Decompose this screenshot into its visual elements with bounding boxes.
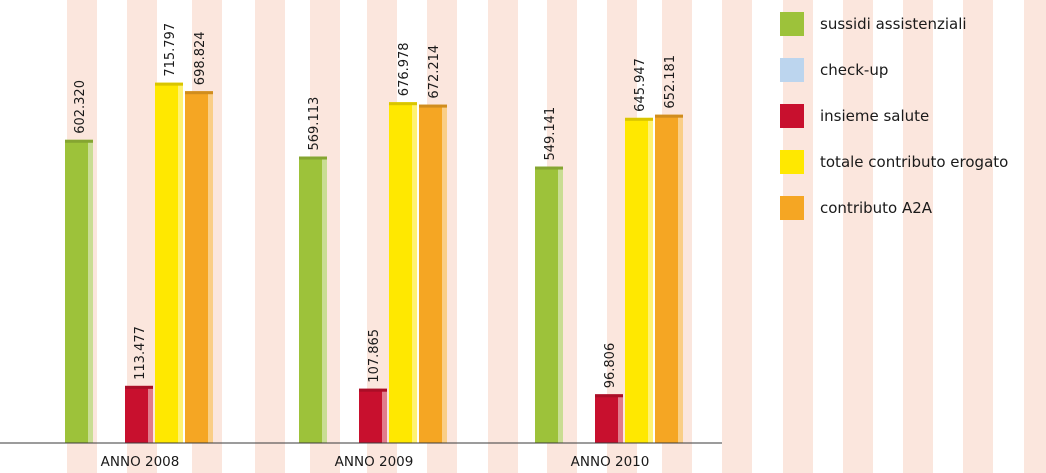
value-label: 672.214 — [427, 45, 442, 99]
bars-layer — [65, 82, 683, 444]
legend-label: check-up — [820, 61, 889, 79]
legend-item-insieme-salute: insieme salute — [780, 104, 1008, 128]
background-stripe — [488, 0, 518, 473]
value-labels-layer: 602.320 113.477 715.797 698.824 569.113 107.8… — [73, 23, 678, 388]
value-label: 602.320 — [73, 80, 88, 134]
bar — [299, 156, 327, 443]
background-stripe — [722, 0, 752, 473]
background-stripe — [963, 0, 993, 473]
legend-label: insieme salute — [820, 107, 930, 125]
value-label: 113.477 — [133, 326, 148, 380]
legend-label: sussidi assistenziali — [820, 15, 967, 33]
legend-swatch — [780, 104, 804, 128]
category-label: ANNO 2009 — [335, 454, 414, 470]
value-label: 698.824 — [193, 31, 208, 85]
legend-item-contributo-a2a: contributo A2A — [780, 196, 1008, 220]
category-label: ANNO 2010 — [571, 454, 650, 470]
background-stripe — [843, 0, 873, 473]
legend-swatch — [780, 12, 804, 36]
value-label: 96.806 — [603, 343, 618, 389]
legend-label: totale contributo erogato — [820, 153, 1009, 171]
bar — [359, 388, 387, 443]
category-labels-layer: ANNO 2008 ANNO 2009 ANNO 2010 — [101, 454, 650, 470]
value-label: 715.797 — [163, 23, 178, 77]
legend: sussidi assistenziali check-up insieme s… — [780, 12, 1008, 242]
legend-item-totale-contributo-erogato: totale contributo erogato — [780, 150, 1008, 174]
bar — [389, 102, 417, 443]
value-label: 652.181 — [663, 55, 678, 109]
bar — [185, 91, 213, 444]
value-label: 676.978 — [397, 42, 412, 96]
legend-swatch — [780, 150, 804, 174]
legend-swatch — [780, 58, 804, 82]
background-stripe — [255, 0, 285, 473]
bar — [625, 117, 653, 444]
value-label: 549.141 — [543, 107, 558, 161]
bar — [535, 166, 563, 443]
bar — [65, 139, 93, 444]
bar — [155, 82, 183, 443]
category-label: ANNO 2008 — [101, 454, 180, 470]
value-label: 569.113 — [307, 97, 322, 151]
background-stripe — [1024, 0, 1046, 473]
bar — [595, 394, 623, 443]
bar — [655, 114, 683, 443]
legend-swatch — [780, 196, 804, 220]
background-stripe — [903, 0, 933, 473]
legend-item-check-up: check-up — [780, 58, 1008, 82]
legend-item-sussidi-assistenziali: sussidi assistenziali — [780, 12, 1008, 36]
value-label: 107.865 — [367, 329, 382, 383]
bar — [419, 104, 447, 443]
bar — [125, 385, 153, 443]
legend-label: contributo A2A — [820, 199, 933, 217]
value-label: 645.947 — [633, 58, 648, 112]
